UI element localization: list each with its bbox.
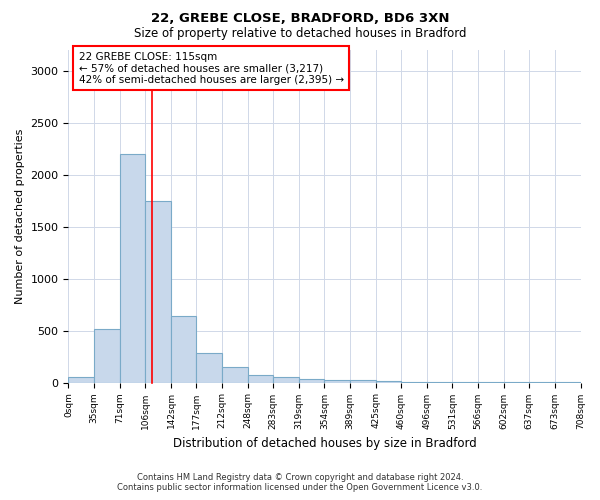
Bar [222, 367, 248, 382]
Y-axis label: Number of detached properties: Number of detached properties [15, 128, 25, 304]
Text: 22, GREBE CLOSE, BRADFORD, BD6 3XN: 22, GREBE CLOSE, BRADFORD, BD6 3XN [151, 12, 449, 26]
Bar [325, 380, 350, 382]
Text: 22 GREBE CLOSE: 115sqm
← 57% of detached houses are smaller (3,217)
42% of semi-: 22 GREBE CLOSE: 115sqm ← 57% of detached… [79, 52, 344, 85]
Bar [68, 378, 94, 382]
Text: Size of property relative to detached houses in Bradford: Size of property relative to detached ho… [134, 28, 466, 40]
Bar [145, 200, 171, 382]
Text: Contains HM Land Registry data © Crown copyright and database right 2024.
Contai: Contains HM Land Registry data © Crown c… [118, 473, 482, 492]
Bar [94, 328, 120, 382]
Bar [299, 379, 325, 382]
Bar [248, 375, 273, 382]
X-axis label: Distribution of detached houses by size in Bradford: Distribution of detached houses by size … [173, 437, 476, 450]
Bar [196, 354, 222, 382]
Bar [273, 378, 299, 382]
Bar [376, 381, 401, 382]
Bar [350, 380, 376, 382]
Bar [171, 316, 196, 382]
Bar [120, 154, 145, 382]
